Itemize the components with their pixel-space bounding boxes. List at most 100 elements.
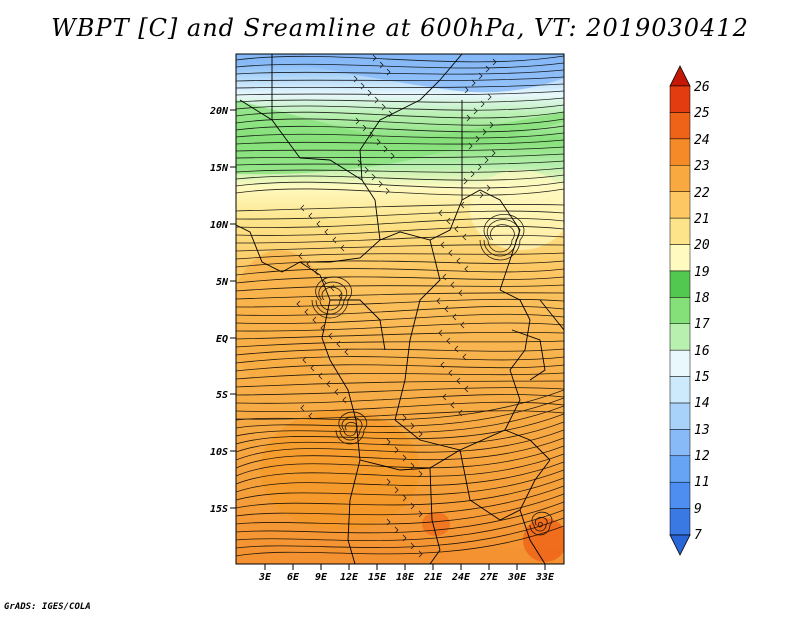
- streamline-arrow: [394, 446, 399, 454]
- colorbar-segment: [669, 349, 691, 377]
- streamline-arrow: [302, 356, 307, 364]
- streamline-arrow: [471, 79, 476, 87]
- streamline: [236, 445, 564, 477]
- streamline-arrow: [383, 145, 388, 153]
- streamline-arrow: [444, 305, 449, 313]
- streamline: [236, 380, 564, 388]
- streamline: [236, 401, 564, 412]
- streamline: [236, 210, 564, 220]
- streamline-arrow: [410, 462, 415, 470]
- colorbar-label: 14: [694, 396, 710, 411]
- streamline: [311, 276, 352, 319]
- streamline-arrow: [385, 187, 390, 195]
- lon-label: 18E: [396, 572, 415, 583]
- streamline-arrow: [470, 170, 475, 178]
- streamline: [236, 181, 564, 189]
- streamline: [236, 453, 564, 485]
- colorbar-segment: [669, 85, 691, 113]
- red-patch: [523, 518, 564, 562]
- streamline: [236, 260, 564, 268]
- streamline-arrow: [344, 348, 349, 356]
- colorbar-segment: [669, 191, 691, 219]
- streamline-arrow: [456, 377, 461, 385]
- streamline: [236, 188, 564, 196]
- lon-label: 30E: [507, 572, 527, 583]
- streamline: [487, 224, 515, 253]
- streamline: [236, 234, 564, 244]
- lon-label: 6E: [287, 572, 300, 583]
- streamline-arrow: [458, 289, 463, 297]
- colorbar: 26 25 24 23 22 21 20 19 18 17 16 15 14 1…: [669, 65, 710, 556]
- streamline-arrow: [367, 89, 372, 97]
- colorbar-label: 23: [694, 159, 710, 174]
- streamline-arrow: [442, 393, 447, 401]
- streamline-arrow: [410, 542, 415, 550]
- streamline-arrow: [460, 321, 465, 329]
- latitude-ticks: [230, 109, 236, 509]
- streamline-arrow: [448, 249, 453, 257]
- colorbar-segment: [669, 481, 691, 509]
- streamline-arrow: [310, 364, 315, 372]
- streamline: [236, 125, 564, 133]
- streamline: [529, 511, 553, 536]
- streamline: [339, 416, 363, 441]
- streamline: [236, 153, 564, 159]
- lon-label: 27E: [479, 572, 499, 583]
- streamline: [236, 174, 564, 181]
- colorbar-segment: [669, 508, 691, 536]
- streamline-arrow: [463, 177, 468, 185]
- streamline: [236, 413, 564, 445]
- colorbar-segment: [669, 323, 691, 351]
- streamline-arrow: [473, 107, 478, 115]
- map-frame: [235, 53, 565, 565]
- streamline-arrow: [308, 412, 313, 420]
- streamline-arrow: [418, 430, 423, 438]
- streamline: [315, 281, 348, 315]
- streamline-arrow: [394, 526, 399, 534]
- orange-patch-s: [260, 410, 420, 530]
- streamline: [236, 97, 564, 103]
- lat-label: EQ: [216, 334, 228, 345]
- colorbar-label: 7: [694, 528, 702, 543]
- streamline-arrow: [440, 361, 445, 369]
- colorbar-segment: [669, 217, 691, 245]
- lon-label: 24E: [451, 572, 471, 583]
- streamline: [236, 111, 564, 119]
- streamline-arrow: [487, 93, 492, 101]
- streamline: [236, 225, 564, 236]
- streamline-arrow: [484, 156, 489, 164]
- lon-label: 3E: [258, 572, 272, 583]
- streamline: [236, 305, 564, 316]
- streamline: [236, 322, 564, 332]
- lat-label: 15N: [210, 163, 229, 174]
- streamline-arrow: [454, 345, 459, 353]
- lon-label: 9E: [315, 572, 328, 583]
- streamline-arrow: [450, 281, 455, 289]
- colorbar-segment: [669, 376, 691, 404]
- colorbar-segment: [669, 138, 691, 166]
- lon-label: 21E: [423, 572, 443, 583]
- streamline: [236, 244, 564, 252]
- lat-label: 5S: [216, 390, 228, 401]
- streamline-arrow: [308, 212, 313, 220]
- streamline-arrow: [386, 518, 391, 526]
- streamline: [236, 372, 564, 380]
- streamline-arrow: [304, 308, 309, 316]
- streamline: [236, 429, 564, 461]
- colorbar-label: 12: [694, 449, 710, 464]
- streamline-arrow: [464, 86, 469, 94]
- streamline-arrow: [402, 494, 407, 502]
- streamline: [236, 394, 564, 404]
- streamline: [236, 348, 564, 356]
- streamline-arrow: [485, 65, 490, 73]
- streamline-arrow: [330, 284, 335, 292]
- streamline-arrow: [320, 324, 325, 332]
- streamline-arrow: [374, 96, 379, 104]
- streamline-arrow: [296, 300, 301, 308]
- lon-label: 33E: [535, 572, 555, 583]
- longitude-ticks: [264, 564, 546, 570]
- colorbar-segment: [669, 244, 691, 272]
- colorbar-segment: [669, 112, 691, 140]
- lat-label: 20N: [209, 106, 229, 117]
- credit-text: GrADS: IGES/COLA: [4, 602, 91, 612]
